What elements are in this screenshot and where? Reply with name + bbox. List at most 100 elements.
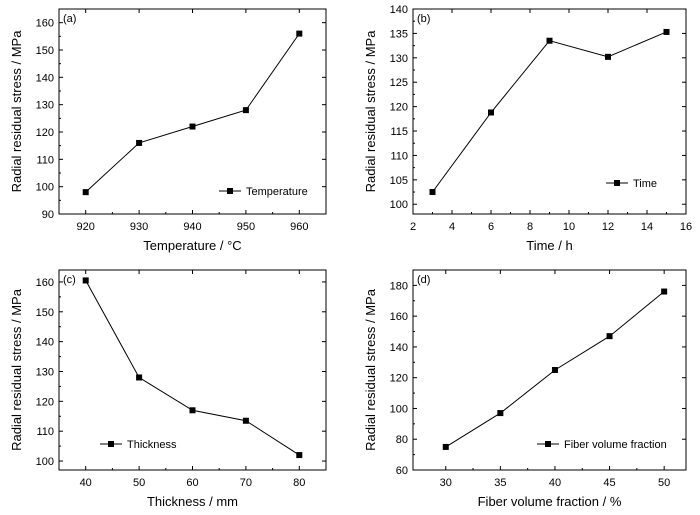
y-tick-label: 140 bbox=[390, 4, 408, 16]
y-tick-label: 120 bbox=[36, 396, 54, 408]
x-axis-label: Temperature / °C bbox=[143, 238, 241, 253]
y-tick-label: 160 bbox=[36, 277, 54, 289]
y-tick-label: 105 bbox=[390, 175, 408, 187]
data-point bbox=[136, 374, 143, 381]
data-point bbox=[442, 443, 449, 450]
y-tick-label: 135 bbox=[390, 28, 408, 40]
y-tick-label: 140 bbox=[36, 337, 54, 349]
data-point bbox=[497, 410, 504, 417]
data-point bbox=[296, 30, 303, 37]
data-point bbox=[242, 417, 249, 424]
chart-panel-1: 920 930 940 950 960 90 100 110 120 130 140 150 160 (a… bbox=[9, 8, 327, 253]
y-tick-label: 140 bbox=[36, 72, 54, 84]
x-tick-label: 35 bbox=[494, 477, 506, 489]
x-tick-label: 45 bbox=[603, 477, 615, 489]
chart-panel-4: 30 35 40 45 50 60 80 100 120 140 160 180 (d) Fiber vo… bbox=[363, 269, 687, 509]
y-tick-label: 150 bbox=[36, 307, 54, 319]
y-tick-label: 160 bbox=[390, 311, 408, 323]
data-point bbox=[546, 37, 553, 44]
data-point bbox=[189, 407, 196, 414]
panel-label: (a) bbox=[63, 13, 76, 25]
x-tick-label: 960 bbox=[290, 221, 308, 233]
legend-label: Time bbox=[633, 178, 657, 190]
chart-panel-3: 40 50 60 70 80 100 110 120 130 140 150 160 (c) Thickn… bbox=[9, 269, 327, 509]
plot-frame bbox=[58, 8, 327, 215]
y-tick-label: 130 bbox=[390, 53, 408, 65]
data-point bbox=[429, 189, 436, 196]
legend-marker bbox=[108, 441, 114, 447]
y-tick-label: 130 bbox=[36, 100, 54, 112]
x-axis-label: Thickness / mm bbox=[147, 494, 238, 509]
data-point bbox=[189, 123, 196, 130]
y-tick-label: 100 bbox=[36, 456, 54, 468]
legend-label: Fiber volume fraction bbox=[564, 439, 667, 451]
y-axis-label: Radial residual stress / MPa bbox=[363, 288, 378, 451]
y-tick-label: 120 bbox=[36, 127, 54, 139]
x-tick-label: 4 bbox=[449, 221, 455, 233]
y-tick-label: 60 bbox=[396, 465, 408, 477]
data-point bbox=[488, 109, 494, 116]
legend-marker bbox=[227, 188, 233, 194]
y-tick-label: 120 bbox=[390, 102, 408, 114]
data-point bbox=[82, 189, 89, 196]
x-axis-label: Time / h bbox=[526, 238, 572, 253]
x-tick-label: 80 bbox=[293, 477, 305, 489]
x-tick-label: 40 bbox=[80, 477, 92, 489]
data-point bbox=[661, 288, 668, 295]
y-tick-label: 130 bbox=[36, 366, 54, 378]
x-tick-label: 40 bbox=[549, 477, 561, 489]
series-line bbox=[85, 33, 300, 193]
x-axis-label: Fiber volume fraction / % bbox=[478, 494, 622, 509]
y-tick-label: 80 bbox=[396, 434, 408, 446]
data-point bbox=[605, 53, 611, 60]
y-tick-label: 125 bbox=[390, 77, 408, 89]
y-tick-label: 100 bbox=[390, 403, 408, 415]
data-point bbox=[136, 139, 143, 146]
y-tick-label: 110 bbox=[36, 426, 54, 438]
y-tick-label: 90 bbox=[42, 209, 54, 221]
data-point bbox=[551, 367, 558, 373]
y-tick-label: 115 bbox=[390, 126, 408, 138]
x-tick-label: 920 bbox=[77, 221, 95, 233]
x-tick-label: 30 bbox=[440, 477, 452, 489]
legend-label: Thickness bbox=[127, 439, 177, 451]
data-point bbox=[663, 28, 670, 35]
data-point bbox=[242, 107, 249, 114]
x-tick-label: 70 bbox=[240, 477, 252, 489]
y-axis-label: Radial residual stress / MPa bbox=[363, 30, 378, 193]
x-tick-label: 60 bbox=[186, 477, 198, 489]
legend-marker bbox=[614, 180, 620, 186]
y-tick-label: 100 bbox=[390, 199, 408, 211]
x-tick-label: 12 bbox=[602, 221, 614, 233]
x-tick-label: 50 bbox=[658, 477, 670, 489]
plot-frame bbox=[58, 269, 327, 471]
x-tick-label: 940 bbox=[183, 221, 201, 233]
x-tick-label: 8 bbox=[527, 221, 533, 233]
x-tick-label: 950 bbox=[237, 221, 255, 233]
x-tick-label: 2 bbox=[410, 221, 416, 233]
x-tick-label: 10 bbox=[563, 221, 575, 233]
series-line bbox=[85, 280, 300, 456]
x-tick-label: 6 bbox=[488, 221, 494, 233]
x-tick-label: 16 bbox=[680, 221, 692, 233]
x-tick-label: 930 bbox=[130, 221, 148, 233]
y-axis-label: Radial residual stress / MPa bbox=[9, 288, 24, 451]
data-point bbox=[606, 333, 613, 340]
panel-label: (d) bbox=[417, 274, 430, 286]
legend-marker bbox=[545, 441, 551, 447]
y-axis-label: Radial residual stress / MPa bbox=[9, 30, 24, 193]
y-tick-label: 100 bbox=[36, 182, 54, 194]
panel-label: (b) bbox=[417, 13, 430, 25]
data-point bbox=[82, 277, 89, 284]
y-tick-label: 110 bbox=[390, 150, 408, 162]
y-tick-label: 120 bbox=[390, 373, 408, 385]
chart-panel-2: 2 4 6 8 10 12 14 16 100 105 110 115 120 125 130 135 140 (… bbox=[363, 4, 692, 253]
y-tick-label: 110 bbox=[36, 154, 54, 166]
y-tick-label: 180 bbox=[390, 280, 408, 292]
plot-frame bbox=[412, 269, 687, 471]
y-tick-label: 160 bbox=[36, 18, 54, 30]
series-line bbox=[432, 31, 667, 193]
x-tick-label: 50 bbox=[133, 477, 145, 489]
y-tick-label: 140 bbox=[390, 342, 408, 354]
